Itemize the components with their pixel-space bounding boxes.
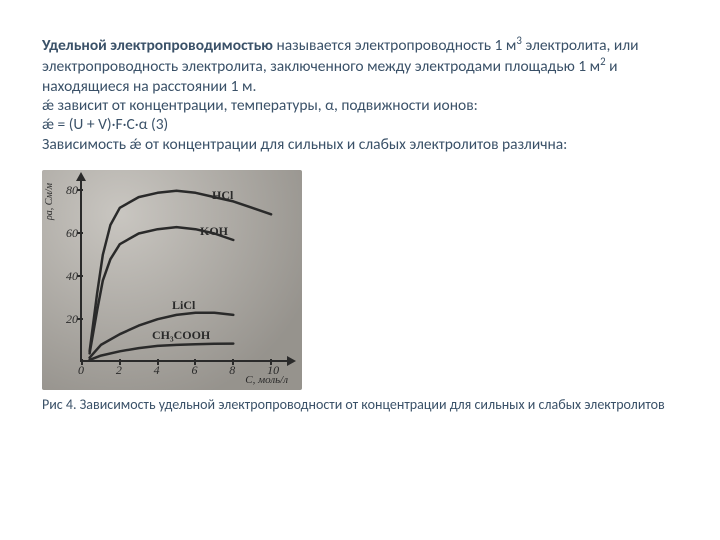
y-tick-mark [77, 275, 83, 277]
term-specific-conductivity: Удельной электропроводимостью [42, 36, 273, 55]
series-label: KOH [200, 224, 228, 239]
x-tick: 8 [229, 363, 235, 378]
x-tick-mark [270, 359, 272, 365]
y-tick: 80 [52, 183, 78, 198]
y-tick-mark [77, 318, 83, 320]
figure: ρа, См/м С, моль/л 204060800246810HClKOH… [42, 170, 684, 414]
series-label: CH₃COOH [152, 328, 210, 343]
line-depends: ǽ зависит от концентрации, температуры, … [42, 96, 478, 115]
y-tick-mark [77, 189, 83, 191]
line-formula: ǽ = (U + V)·F·C·α (3) [42, 115, 168, 134]
figure-caption: Рис 4. Зависимость удельной электропрово… [42, 396, 684, 414]
y-tick-mark [77, 232, 83, 234]
chart-scan: ρа, См/м С, моль/л 204060800246810HClKOH… [42, 170, 302, 390]
para1-rest: называется электропроводность 1 м [273, 36, 516, 55]
series-label: LiCl [172, 298, 195, 313]
x-tick-mark [119, 359, 121, 365]
x-tick-mark [194, 359, 196, 365]
x-tick: 2 [116, 363, 122, 378]
x-tick-mark [232, 359, 234, 365]
x-tick: 10 [267, 363, 279, 378]
x-tick: 0 [78, 363, 84, 378]
paragraph-definition: Удельной электропроводимостью называется… [42, 34, 684, 155]
x-tick: 6 [191, 363, 197, 378]
y-tick: 20 [52, 312, 78, 327]
x-tick: 4 [154, 363, 160, 378]
line-dependence: Зависимость ǽ от концентрации для сильны… [42, 135, 567, 154]
series-label: HCl [212, 188, 233, 203]
y-tick: 60 [52, 226, 78, 241]
x-tick-mark [81, 359, 83, 365]
y-tick: 40 [52, 269, 78, 284]
chart-curves [42, 170, 302, 390]
x-tick-mark [157, 359, 159, 365]
